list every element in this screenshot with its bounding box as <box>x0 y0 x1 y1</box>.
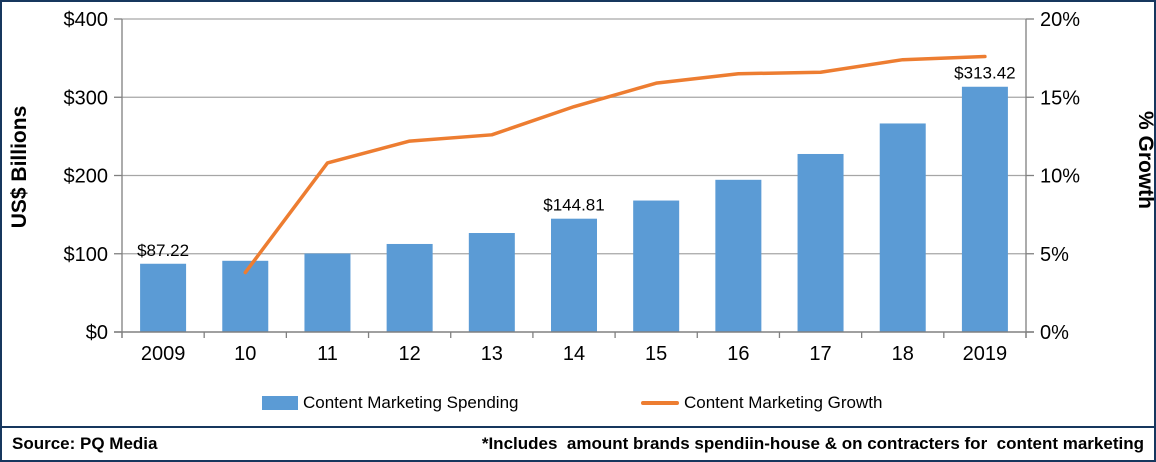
combo-chart: $0 0% $100 5% $200 10% $300 15% $400 20% 2009 10 11 1… <box>8 9 1154 365</box>
left-axis-tick-label: $0 <box>86 322 108 344</box>
bar-2009 <box>140 263 187 332</box>
legend-label-spending: Content Marketing Spending <box>303 393 519 412</box>
right-axis-tick-label: 15% <box>1040 87 1080 109</box>
legend-item-spending: Content Marketing Spending <box>262 388 518 418</box>
right-axis-tick-label: 5% <box>1040 244 1069 266</box>
x-axis-label-12: 12 <box>399 343 421 365</box>
x-axis-label-15: 15 <box>645 343 667 365</box>
bar-12 <box>386 243 433 332</box>
bar-13 <box>468 233 515 332</box>
bar-18 <box>879 123 926 333</box>
left-axis-tick-label: $100 <box>64 244 109 266</box>
x-axis-label-11: 11 <box>317 343 338 365</box>
data-labels: $87.22 $144.81 $313.42 <box>137 64 1016 260</box>
x-axis-label-17: 17 <box>809 343 831 365</box>
right-axis-tick-label: 0% <box>1040 322 1069 344</box>
bar-11 <box>304 253 351 332</box>
left-axis-tick-label: $300 <box>64 87 109 109</box>
x-axis-label-14: 14 <box>563 343 585 365</box>
source-label: Source: PQ Media <box>12 434 158 453</box>
left-axis-tick-label: $200 <box>64 166 109 188</box>
left-axis-title: US$ Billions <box>8 106 31 229</box>
bar-swatch-icon <box>262 396 298 410</box>
bar-14 <box>551 218 597 332</box>
x-axis-label-18: 18 <box>892 343 914 365</box>
x-axis-label-10: 10 <box>234 343 256 365</box>
growth-line <box>243 54 987 275</box>
footer: Source: PQ Media *Includes amount brands… <box>2 426 1154 460</box>
right-axis-tick-label: 10% <box>1040 166 1080 188</box>
line-swatch-icon <box>641 401 679 405</box>
right-axis-title: % Growth <box>1134 111 1154 209</box>
axis-tick-labels: $0 0% $100 5% $200 10% $300 15% $400 20% 2009 10 11 1… <box>64 9 1081 365</box>
x-axis-label-13: 13 <box>481 343 503 365</box>
data-label: $87.22 <box>137 241 189 260</box>
x-axis-label-16: 16 <box>727 343 749 365</box>
axes <box>114 18 1034 338</box>
data-label: $313.42 <box>954 64 1015 83</box>
legend-label-growth: Content Marketing Growth <box>684 393 883 412</box>
left-axis-tick-label: $400 <box>64 9 109 31</box>
bar-15 <box>633 200 680 332</box>
legend-item-growth: Content Marketing Growth <box>641 388 882 418</box>
x-axis-label-2019: 2019 <box>963 343 1008 365</box>
footnote: *Includes amount brands spendiin-house &… <box>481 434 1144 453</box>
x-axis-label-2009: 2009 <box>141 343 186 365</box>
right-axis-tick-label: 20% <box>1040 9 1080 31</box>
bar-16 <box>715 179 762 332</box>
bar-17 <box>797 153 844 332</box>
growth-line-path <box>243 54 987 275</box>
data-label: $144.81 <box>543 196 604 215</box>
spending-bars <box>140 86 1008 333</box>
chart-legend: Content Marketing Spending Content Marke… <box>2 388 1154 418</box>
bar-2019 <box>961 86 1008 333</box>
